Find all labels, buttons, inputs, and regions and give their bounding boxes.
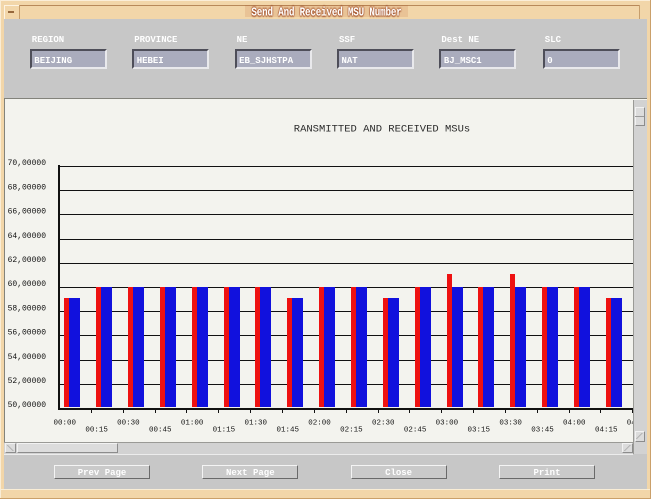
- svg-text:00:45: 00:45: [149, 427, 172, 435]
- svg-text:58,00000: 58,00000: [8, 304, 47, 313]
- svg-text:02:45: 02:45: [404, 427, 427, 435]
- svg-text:02:00: 02:00: [308, 419, 331, 427]
- svg-text:03:45: 03:45: [531, 427, 554, 435]
- svg-text:60,00000: 60,00000: [8, 280, 47, 289]
- svg-text:52,00000: 52,00000: [8, 377, 47, 386]
- svg-text:00:15: 00:15: [85, 427, 108, 435]
- svg-text:RANSMITTED AND RECEIVED MSUs: RANSMITTED AND RECEIVED MSUs: [294, 124, 470, 136]
- svg-text:64,00000: 64,00000: [8, 232, 47, 241]
- svg-text:02:15: 02:15: [340, 427, 363, 435]
- svg-text:03:00: 03:00: [436, 419, 459, 427]
- svg-text:01:00: 01:00: [181, 419, 204, 427]
- svg-text:00:30: 00:30: [117, 419, 140, 427]
- svg-text:66,00000: 66,00000: [8, 208, 47, 217]
- svg-text:03:15: 03:15: [468, 427, 491, 435]
- svg-text:70,00000: 70,00000: [8, 159, 47, 168]
- svg-text:50,00000: 50,00000: [8, 401, 47, 410]
- svg-text:62,00000: 62,00000: [8, 256, 47, 265]
- svg-text:04:15: 04:15: [595, 427, 618, 435]
- svg-text:04:00: 04:00: [563, 419, 586, 427]
- svg-text:01:45: 01:45: [276, 427, 299, 435]
- svg-text:00:00: 00:00: [53, 419, 76, 427]
- svg-text:54,00000: 54,00000: [8, 353, 47, 362]
- svg-text:03:30: 03:30: [499, 419, 522, 427]
- svg-text:68,00000: 68,00000: [8, 183, 47, 192]
- svg-text:04:30: 04:30: [627, 419, 650, 427]
- svg-text:01:30: 01:30: [245, 419, 268, 427]
- svg-text:56,00000: 56,00000: [8, 329, 47, 338]
- svg-text:01:15: 01:15: [213, 427, 236, 435]
- svg-text:02:30: 02:30: [372, 419, 395, 427]
